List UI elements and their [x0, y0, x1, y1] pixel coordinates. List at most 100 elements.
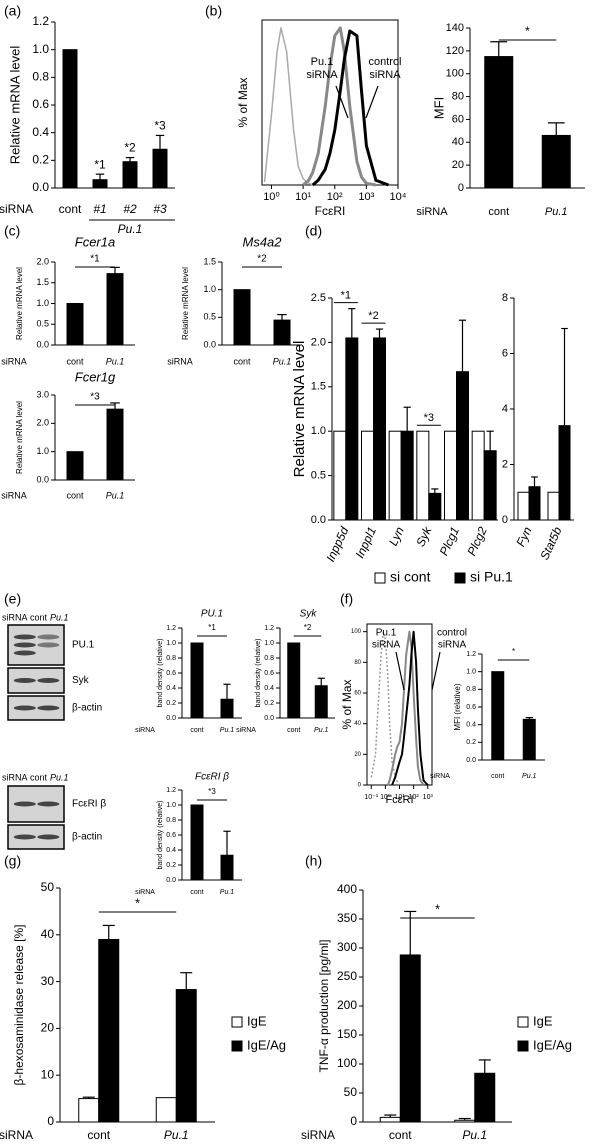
chart-title: Syk	[300, 609, 318, 620]
blot-row-label: PU.1	[72, 640, 95, 651]
x-tick-label: 10²	[409, 794, 420, 801]
y-tick-label: 0	[502, 514, 508, 526]
bar	[106, 408, 124, 481]
y-tick-label: 0.6	[466, 704, 476, 711]
x-tick-label: Pu.1	[522, 773, 537, 780]
y-tick-label: 60	[452, 113, 464, 125]
y-tick-label: 0.4	[166, 847, 176, 854]
blot-row-label: Syk	[72, 675, 90, 686]
legend-swatch	[374, 572, 386, 584]
curve-annotation: siRNA	[372, 640, 401, 651]
blot-header: cont	[30, 772, 48, 782]
x-prefix-label: siRNA	[430, 773, 450, 780]
y-tick-label: 10	[41, 1067, 55, 1081]
y-tick-label: 1.0	[203, 284, 216, 294]
y-tick-label: 1.0	[36, 298, 49, 308]
x-prefix-label: siRNA	[167, 356, 193, 366]
x-tick-label: Pu.1	[273, 356, 292, 366]
x-tick-label: 10⁴	[390, 191, 407, 203]
y-axis-title: Relative mRNA level	[15, 267, 24, 340]
bar	[416, 430, 430, 521]
blot-band	[37, 705, 60, 711]
y-tick-label: 0.6	[166, 670, 176, 677]
bar	[428, 492, 442, 521]
legend-label: IgE	[533, 1013, 553, 1028]
x-prefix-label: siRNA	[135, 727, 155, 734]
blot-header: siRNA	[2, 772, 28, 782]
blot-band	[37, 801, 60, 807]
y-axis-title: band density (relative)	[255, 639, 262, 708]
x-tick-label: Stat5b	[537, 524, 564, 562]
bar	[361, 430, 374, 521]
y-axis-title: Relative mRNA level	[291, 341, 308, 478]
y-axis-title: TNF-α production [pg/ml]	[317, 940, 331, 1073]
bar	[190, 804, 204, 881]
blot-header: Pu.1	[50, 772, 69, 782]
x-tick-label: Pu.1	[220, 889, 235, 896]
y-tick-label: 1.2	[166, 787, 176, 794]
y-tick-label: 0.0	[264, 715, 274, 722]
x-tick-label: Pu.1	[106, 490, 125, 500]
panel-label: (g)	[4, 853, 21, 869]
y-tick-label: 250	[337, 969, 357, 983]
y-tick-label: 0.5	[36, 319, 49, 329]
bar	[287, 642, 301, 719]
y-tick-label: 300	[337, 940, 357, 954]
x-prefix-label: siRNA	[0, 1128, 33, 1142]
blot-band	[13, 650, 36, 656]
x-tick-label: cont	[287, 727, 300, 734]
curve-annotation: siRNA	[306, 69, 338, 81]
y-tick-label: 0.0	[36, 339, 49, 349]
bar	[190, 642, 204, 719]
significance-label: *1	[90, 254, 100, 265]
x-tick-label: 10³	[358, 191, 374, 203]
y-tick-label: 0.2	[166, 862, 176, 869]
x-tick-label: Syk	[413, 524, 435, 549]
x-tick-label: 10¹	[295, 191, 311, 203]
bar	[62, 49, 78, 189]
histogram-curve	[311, 29, 390, 187]
bar	[78, 1098, 100, 1123]
histogram-curve	[263, 27, 313, 186]
x-tick-label: Inppl1	[353, 525, 380, 561]
blot-band	[13, 634, 36, 640]
curve-annotation: control	[368, 56, 401, 68]
y-tick-label: 1.0	[32, 42, 49, 56]
x-tick-label: Plcg2	[464, 524, 490, 557]
x-tick-label: Lyn	[386, 524, 407, 548]
y-tick-label: 1.5	[36, 277, 49, 287]
y-tick-label: 1.5	[203, 256, 216, 266]
y-tick-label: 80	[354, 660, 361, 666]
y-axis-title: β-hexosaminidase release [%]	[12, 925, 26, 1086]
y-tick-label: 1.0	[166, 802, 176, 809]
x-tick-label: 10⁰	[380, 793, 391, 801]
significance-label: *	[512, 647, 515, 656]
x-tick-label: Pu.1	[314, 727, 329, 734]
legend-label: IgE	[247, 1013, 267, 1028]
x-tick-label: Pu.1	[164, 1128, 189, 1142]
x-prefix-label: siRNA	[301, 1128, 335, 1142]
legend-swatch	[231, 1040, 243, 1052]
group-label: Pu.1	[118, 222, 143, 236]
y-axis-title: band density (relative)	[157, 801, 164, 870]
y-tick-label: 0.0	[36, 474, 49, 484]
bar	[233, 289, 251, 346]
legend-label: si cont	[390, 569, 431, 585]
y-tick-label: 150	[337, 1027, 357, 1041]
blot-header: siRNA	[2, 612, 28, 622]
bar	[175, 989, 197, 1123]
y-tick-label: 0.8	[166, 817, 176, 824]
blot-row-label: β-actin	[72, 703, 102, 714]
bar	[471, 430, 485, 521]
blot-band	[13, 834, 36, 840]
x-prefix-label: siRNA	[1, 356, 27, 366]
y-tick-label: 6	[502, 347, 508, 359]
x-tick-label: cont	[87, 1128, 110, 1142]
y-tick-label: 30	[41, 974, 55, 988]
significance-label: *3	[208, 787, 216, 796]
bar	[155, 1097, 177, 1123]
x-tick-label: cont	[66, 490, 84, 500]
legend-swatch	[517, 1016, 529, 1028]
y-tick-label: 1.0	[36, 446, 49, 456]
y-tick-label: 0.8	[466, 686, 476, 693]
